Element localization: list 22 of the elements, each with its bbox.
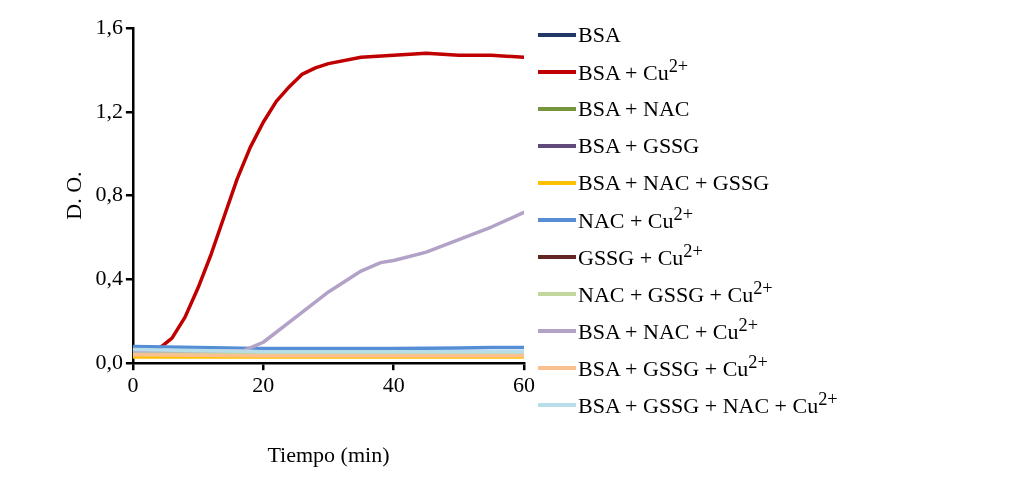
y-tick-label: 1,2 [95,97,123,123]
y-axis-title: D. O. [60,171,86,220]
legend-label: BSA + GSSG + NAC + Cu$^{2+}$ [578,389,838,420]
x-axis-title: Tiempo (min) [267,441,390,467]
legend-label: BSA + NAC [578,95,690,122]
y-tick-label: 0,8 [95,181,123,207]
x-tick-label: 40 [382,372,405,398]
legend-label: BSA + GSSG + Cu$^{2+}$ [578,352,768,383]
y-tick-label: 1,6 [95,13,123,39]
x-tick-label: 60 [513,372,535,398]
legend-label: BSA [578,21,621,48]
y-tick-label: 0,4 [95,265,123,291]
legend-label: GSSG + Cu$^{2+}$ [578,241,703,272]
legend-label: BSA + NAC + GSSG [578,169,770,196]
legend-label: BSA + NAC + Cu$^{2+}$ [578,315,759,346]
legend-label: NAC + GSSG + Cu$^{2+}$ [578,278,773,309]
legend-label: BSA + Cu$^{2+}$ [578,56,689,87]
x-tick-label: 0 [127,372,139,398]
legend-label: BSA + GSSG [578,132,700,159]
y-tick-label: 0,0 [95,348,123,374]
legend-label: NAC + Cu$^{2+}$ [578,204,694,235]
x-tick-label: 20 [252,372,275,398]
